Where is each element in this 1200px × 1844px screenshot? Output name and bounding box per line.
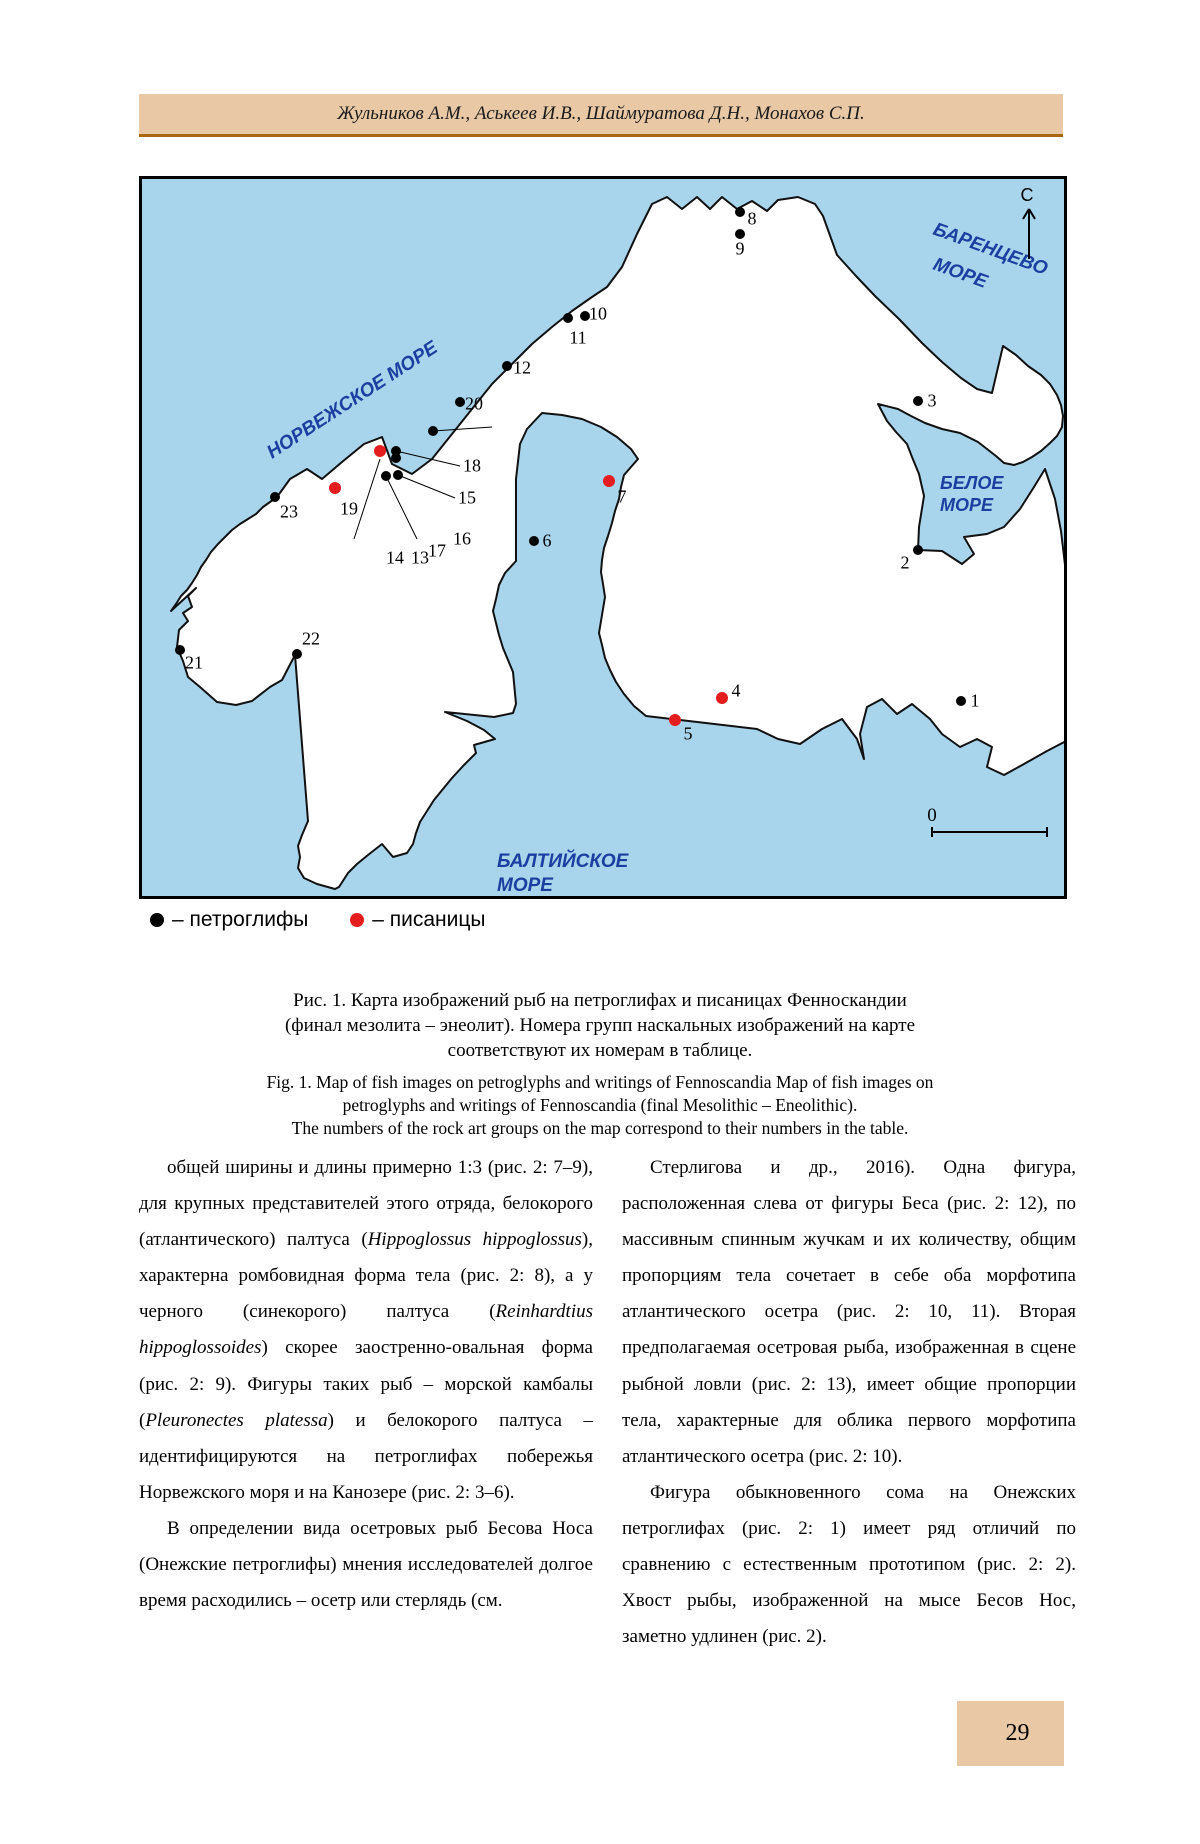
svg-text:БАЛТИЙСКОЕ: БАЛТИЙСКОЕ — [497, 850, 630, 872]
svg-text:МОРЕ: МОРЕ — [940, 495, 994, 515]
svg-text:МОРЕ: МОРЕ — [497, 875, 554, 896]
svg-text:С: С — [1021, 185, 1034, 205]
svg-text:МОРЕ: МОРЕ — [930, 254, 991, 293]
svg-text:0: 0 — [927, 805, 937, 826]
svg-text:БЕЛОЕ: БЕЛОЕ — [940, 473, 1004, 493]
svg-text:НОРВЕЖСКОЕ МОРЕ: НОРВЕЖСКОЕ МОРЕ — [263, 337, 442, 464]
